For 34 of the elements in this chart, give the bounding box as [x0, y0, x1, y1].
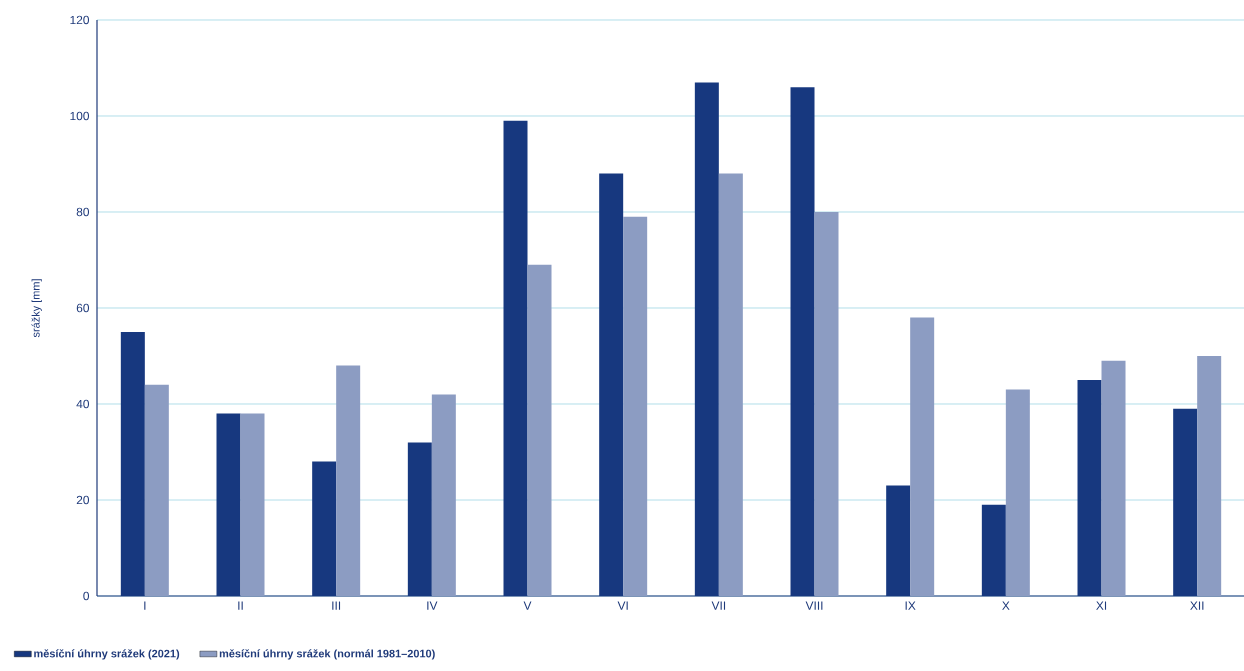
bar [527, 264, 552, 596]
x-tick-label: X [1002, 601, 1010, 610]
x-tick-label: IX [905, 601, 916, 610]
legend-label: měsíční úhrny srážek (normál 1981–2010) [219, 649, 435, 660]
bar [431, 394, 456, 596]
x-tick-label: III [332, 601, 341, 610]
x-tick-label: VIII [805, 601, 823, 610]
x-tick-label: XII [1190, 601, 1204, 610]
y-tick-label: 40 [76, 399, 90, 409]
bar [814, 212, 839, 596]
x-tick-label: VI [617, 601, 628, 610]
bar [1005, 389, 1030, 596]
bar [718, 173, 743, 596]
y-tick-label: 0 [83, 591, 90, 601]
y-tick-label: 20 [76, 495, 90, 505]
bar [144, 384, 169, 596]
y-tick-label: 60 [76, 303, 90, 313]
x-tick-label: IV [427, 601, 438, 610]
x-tick-label: II [238, 601, 243, 610]
x-tick-label: I [144, 601, 146, 610]
bar [240, 413, 265, 596]
y-tick-label: 120 [70, 15, 90, 25]
bar [1101, 360, 1126, 596]
bar [336, 365, 361, 596]
x-tick-label: VII [711, 601, 726, 610]
legend-label: měsíční úhrny srážek (2021) [34, 649, 180, 660]
x-tick-label: V [523, 601, 532, 610]
x-tick-label: XI [1096, 601, 1107, 610]
bar [1197, 356, 1222, 596]
bar [910, 317, 935, 596]
y-axis-title: srážky [mm] [31, 279, 42, 338]
y-tick-label: 100 [70, 111, 90, 121]
bar [623, 216, 648, 596]
y-tick-label: 80 [76, 207, 90, 217]
